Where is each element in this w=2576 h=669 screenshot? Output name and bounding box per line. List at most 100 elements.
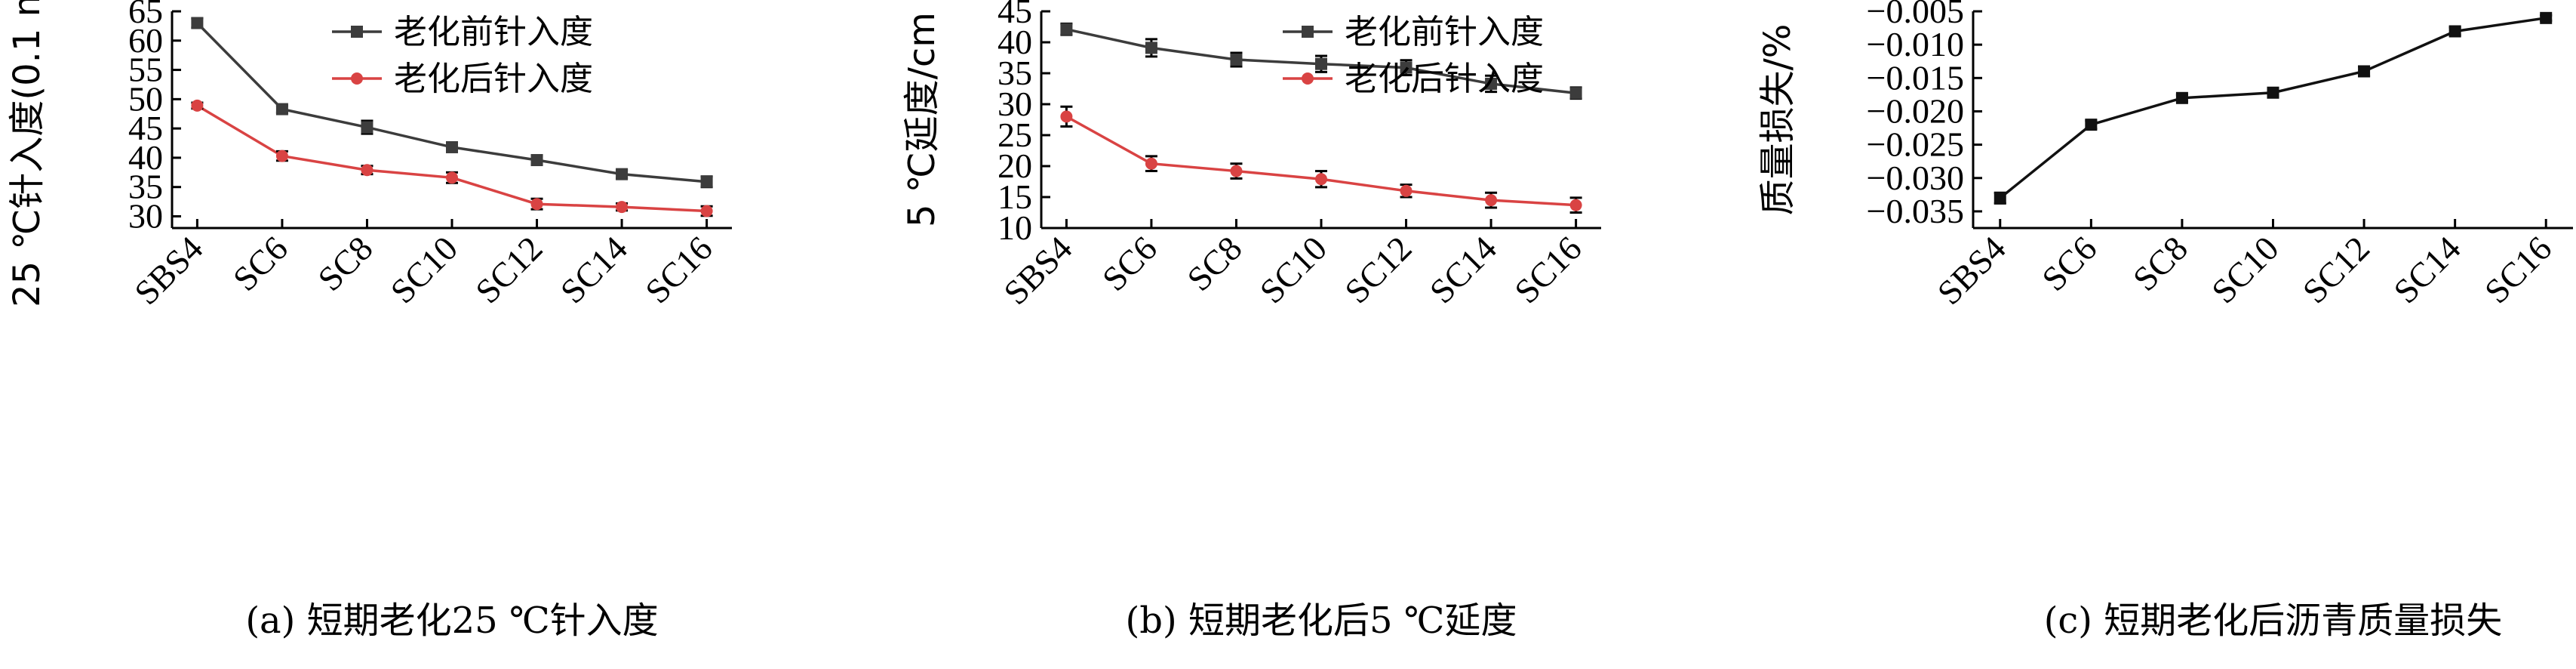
series-line bbox=[196, 104, 707, 213]
data-point bbox=[530, 154, 543, 167]
y-tick-label: 40 bbox=[128, 138, 163, 177]
x-tick-label: SC10 bbox=[383, 229, 465, 310]
data-point bbox=[2448, 25, 2461, 38]
x-tick-label: SC6 bbox=[2034, 229, 2104, 298]
y-axis-title: 质量损失/% bbox=[1757, 24, 1799, 216]
series-2 bbox=[1060, 105, 1582, 214]
data-point bbox=[616, 201, 629, 214]
x-tick-label: SC14 bbox=[2386, 229, 2467, 310]
data-point bbox=[1569, 87, 1582, 100]
data-point bbox=[1145, 42, 1157, 54]
x-tick-label: SC6 bbox=[1095, 229, 1164, 298]
series-line bbox=[1065, 115, 1576, 207]
data-point bbox=[1060, 23, 1073, 35]
y-tick-label: −0.020 bbox=[1867, 91, 1964, 130]
data-point bbox=[1569, 199, 1582, 211]
data-point bbox=[2175, 91, 2188, 104]
data-point bbox=[446, 140, 458, 153]
chart-panel-3: −0.035−0.030−0.025−0.020−0.015−0.010−0.0… bbox=[1757, 0, 2573, 642]
x-tick-label: SC16 bbox=[1507, 229, 1588, 310]
data-point bbox=[700, 175, 713, 188]
x-tick-label: SC10 bbox=[1253, 229, 1334, 310]
y-tick-label: 45 bbox=[998, 0, 1032, 30]
data-point bbox=[1060, 110, 1073, 123]
data-point bbox=[275, 150, 288, 162]
data-point bbox=[2085, 119, 2098, 131]
y-tick-label: −0.025 bbox=[1867, 125, 1964, 164]
y-tick-label: 25 bbox=[998, 116, 1032, 154]
legend-label: 老化前针入度 bbox=[1345, 13, 1544, 51]
series-line bbox=[1999, 17, 2547, 199]
x-tick-label: SBS4 bbox=[127, 229, 210, 312]
data-point bbox=[1993, 192, 2006, 205]
data-point bbox=[1485, 77, 1498, 90]
x-tick-label: SC6 bbox=[226, 229, 295, 298]
legend-marker bbox=[351, 72, 363, 85]
x-tick-label: SBS4 bbox=[1930, 229, 2013, 312]
data-point bbox=[1230, 165, 1243, 177]
data-point bbox=[361, 121, 373, 134]
y-tick-label: −0.015 bbox=[1867, 58, 1964, 97]
data-point bbox=[191, 17, 204, 29]
series-1 bbox=[1993, 11, 2553, 205]
data-point bbox=[2358, 65, 2371, 78]
y-tick-label: 50 bbox=[128, 79, 163, 118]
data-point bbox=[1485, 194, 1498, 207]
y-tick-label: 30 bbox=[128, 196, 163, 235]
data-point bbox=[616, 168, 629, 180]
y-tick-label: 35 bbox=[998, 54, 1032, 92]
x-tick-label: SC8 bbox=[310, 229, 380, 298]
x-tick-label: SC12 bbox=[468, 229, 549, 310]
y-axis-title: 25 ℃针入度(0.1 mm) bbox=[6, 0, 48, 307]
y-tick-label: 10 bbox=[998, 208, 1032, 247]
data-point bbox=[700, 205, 713, 217]
y-tick-label: 30 bbox=[998, 85, 1032, 123]
x-tick-label: SC8 bbox=[2126, 229, 2195, 298]
data-point bbox=[1230, 53, 1243, 66]
legend-label: 老化后针入度 bbox=[1345, 60, 1544, 98]
y-tick-label: 45 bbox=[128, 109, 163, 147]
x-tick-label: SC16 bbox=[2477, 229, 2559, 310]
x-tick-label: SC12 bbox=[1337, 229, 1419, 310]
y-tick-label: 60 bbox=[128, 21, 163, 60]
data-point bbox=[2267, 86, 2279, 99]
data-point bbox=[1400, 61, 1412, 74]
series-1 bbox=[1060, 22, 1582, 100]
data-point bbox=[1315, 173, 1327, 186]
x-tick-label: SC14 bbox=[553, 229, 635, 310]
data-point bbox=[1400, 184, 1412, 197]
legend-label: 老化后针入度 bbox=[394, 60, 593, 98]
legend-marker bbox=[351, 26, 363, 38]
y-axis-title: 5 ℃延度/cm bbox=[901, 12, 943, 227]
y-tick-label: −0.035 bbox=[1867, 192, 1964, 230]
data-point bbox=[2540, 11, 2553, 24]
data-point bbox=[361, 164, 373, 177]
data-point bbox=[275, 103, 288, 116]
y-tick-label: 55 bbox=[128, 51, 163, 89]
y-tick-label: 40 bbox=[998, 23, 1032, 61]
y-tick-label: 20 bbox=[998, 146, 1032, 185]
legend-marker bbox=[1302, 26, 1314, 38]
panel-caption: (a) 短期老化25 ℃针入度 bbox=[245, 600, 658, 642]
panel-caption: (c) 短期老化后沥青质量损失 bbox=[2044, 600, 2503, 642]
panel-caption: (b) 短期老化后5 ℃延度 bbox=[1126, 600, 1517, 642]
data-point bbox=[530, 198, 543, 211]
data-point bbox=[1145, 157, 1157, 170]
data-point bbox=[191, 99, 204, 112]
y-tick-label: 35 bbox=[128, 168, 163, 206]
x-tick-label: SC10 bbox=[2204, 229, 2286, 310]
legend-marker bbox=[1302, 72, 1314, 85]
series-2 bbox=[191, 99, 713, 217]
y-tick-label: 15 bbox=[998, 177, 1032, 216]
data-point bbox=[1315, 57, 1327, 70]
y-tick-label: −0.005 bbox=[1867, 0, 1964, 30]
y-tick-label: −0.010 bbox=[1867, 25, 1964, 63]
x-tick-label: SC8 bbox=[1179, 229, 1249, 298]
x-tick-label: SC12 bbox=[2295, 229, 2377, 310]
y-tick-label: −0.030 bbox=[1867, 159, 1964, 197]
